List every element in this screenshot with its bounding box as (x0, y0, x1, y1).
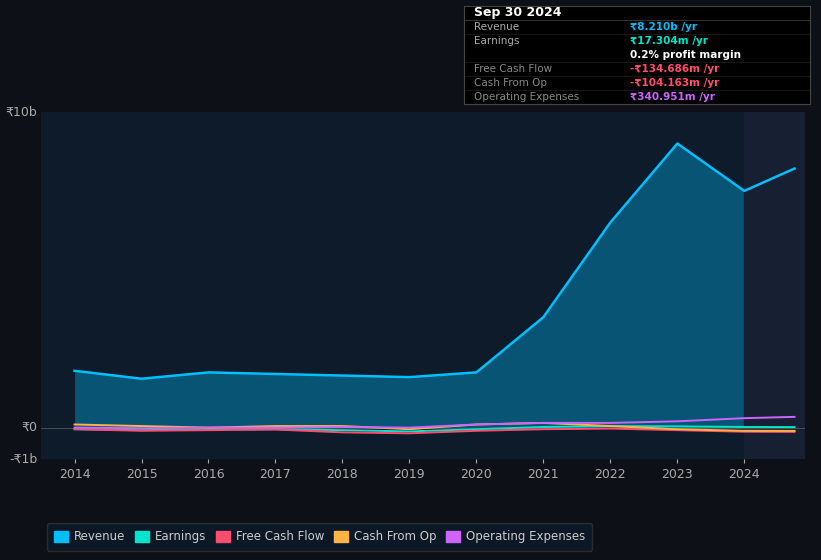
Text: Earnings: Earnings (475, 36, 520, 45)
Text: 0.2% profit margin: 0.2% profit margin (631, 50, 741, 59)
Legend: Revenue, Earnings, Free Cash Flow, Cash From Op, Operating Expenses: Revenue, Earnings, Free Cash Flow, Cash … (47, 524, 592, 550)
Text: -₹104.163m /yr: -₹104.163m /yr (631, 78, 719, 87)
Text: Operating Expenses: Operating Expenses (475, 92, 580, 101)
Text: ₹17.304m /yr: ₹17.304m /yr (631, 36, 708, 45)
Text: Sep 30 2024: Sep 30 2024 (475, 6, 562, 19)
Text: ₹0: ₹0 (21, 421, 37, 434)
Text: -₹1b: -₹1b (9, 452, 37, 466)
Text: Cash From Op: Cash From Op (475, 78, 548, 87)
Text: -₹134.686m /yr: -₹134.686m /yr (631, 64, 719, 73)
Text: Revenue: Revenue (475, 22, 520, 31)
Text: ₹10b: ₹10b (6, 105, 37, 119)
Bar (745, 112, 805, 459)
Text: ₹8.210b /yr: ₹8.210b /yr (631, 22, 697, 31)
Text: ₹340.951m /yr: ₹340.951m /yr (631, 92, 715, 101)
Text: Free Cash Flow: Free Cash Flow (475, 64, 553, 73)
